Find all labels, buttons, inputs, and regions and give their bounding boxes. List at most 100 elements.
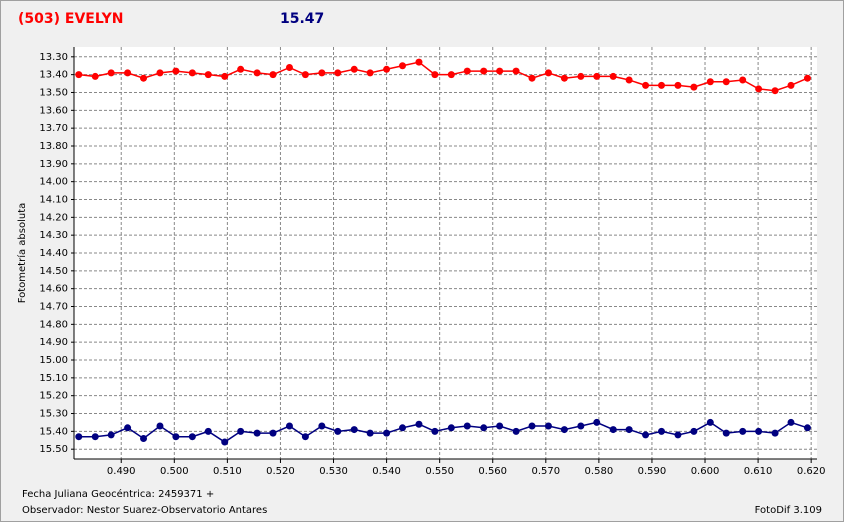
data-point bbox=[771, 429, 779, 437]
chart-title: (503) EVELYN bbox=[18, 11, 123, 27]
data-point bbox=[75, 433, 83, 441]
data-point bbox=[674, 81, 682, 89]
data-point bbox=[318, 422, 326, 430]
data-point bbox=[658, 81, 666, 89]
x-tick-label: 0.570 bbox=[531, 466, 560, 477]
data-point bbox=[544, 69, 552, 77]
data-point bbox=[593, 72, 601, 80]
data-point bbox=[512, 67, 520, 75]
data-point bbox=[577, 422, 585, 430]
y-tick-label: 14.50 bbox=[39, 266, 68, 277]
data-point bbox=[124, 424, 132, 432]
y-tick-label: 15.10 bbox=[39, 373, 68, 384]
data-point bbox=[755, 85, 763, 93]
data-point bbox=[237, 65, 245, 73]
data-point bbox=[496, 422, 504, 430]
data-point bbox=[690, 83, 698, 91]
data-point bbox=[642, 431, 650, 439]
y-tick-label: 14.80 bbox=[39, 319, 68, 330]
y-tick-label: 13.40 bbox=[39, 70, 68, 81]
data-point bbox=[625, 426, 633, 434]
data-point bbox=[156, 69, 164, 77]
y-tick-label: 13.50 bbox=[39, 87, 68, 98]
data-point bbox=[366, 429, 374, 437]
data-point bbox=[75, 71, 83, 79]
y-tick-label: 15.30 bbox=[39, 409, 68, 420]
x-tick-label: 0.520 bbox=[266, 466, 295, 477]
data-point bbox=[124, 69, 132, 77]
data-point bbox=[739, 76, 747, 84]
annotation: 15.47 bbox=[280, 11, 324, 27]
data-point bbox=[383, 65, 391, 73]
x-tick-label: 0.550 bbox=[425, 466, 454, 477]
x-tick-label: 0.540 bbox=[372, 466, 401, 477]
x-tick-label: 0.510 bbox=[213, 466, 242, 477]
data-point bbox=[642, 81, 650, 89]
data-point bbox=[188, 433, 196, 441]
x-tick-label: 0.500 bbox=[160, 466, 189, 477]
data-point bbox=[447, 424, 455, 432]
y-tick-label: 15.00 bbox=[39, 355, 68, 366]
y-tick-label: 14.30 bbox=[39, 230, 68, 241]
y-tick-label: 14.20 bbox=[39, 212, 68, 223]
data-point bbox=[706, 418, 714, 426]
x-tick-label: 0.590 bbox=[638, 466, 667, 477]
data-point bbox=[172, 67, 180, 75]
y-tick-label: 13.70 bbox=[39, 123, 68, 134]
data-point bbox=[415, 58, 423, 66]
data-point bbox=[204, 427, 212, 435]
data-point bbox=[204, 71, 212, 79]
data-point bbox=[755, 427, 763, 435]
data-point bbox=[739, 427, 747, 435]
y-tick-label: 13.60 bbox=[39, 105, 68, 116]
data-point bbox=[318, 69, 326, 77]
x-tick-label: 0.610 bbox=[744, 466, 773, 477]
data-point bbox=[350, 65, 358, 73]
data-point bbox=[253, 69, 261, 77]
data-point bbox=[431, 427, 439, 435]
data-point bbox=[722, 78, 730, 86]
data-point bbox=[560, 426, 568, 434]
data-point bbox=[237, 427, 245, 435]
data-point bbox=[674, 431, 682, 439]
data-point bbox=[221, 72, 229, 80]
data-point bbox=[609, 72, 617, 80]
data-point bbox=[771, 87, 779, 95]
data-point bbox=[415, 420, 423, 428]
data-point bbox=[269, 429, 277, 437]
x-tick-label: 0.560 bbox=[478, 466, 507, 477]
data-point bbox=[593, 418, 601, 426]
series-line bbox=[78, 61, 808, 92]
data-point bbox=[528, 422, 536, 430]
data-point bbox=[528, 74, 536, 82]
data-point bbox=[301, 433, 309, 441]
footer: Observador: Nestor Suarez-Observatorio A… bbox=[22, 505, 267, 516]
data-point bbox=[399, 62, 407, 70]
data-point bbox=[560, 74, 568, 82]
x-tick-label: 0.600 bbox=[691, 466, 720, 477]
data-point bbox=[221, 438, 229, 446]
data-point bbox=[91, 72, 99, 80]
data-point bbox=[512, 427, 520, 435]
data-point bbox=[787, 418, 795, 426]
data-point bbox=[577, 72, 585, 80]
y-tick-label: 15.50 bbox=[39, 444, 68, 455]
data-point bbox=[658, 427, 666, 435]
y-tick-label: 15.40 bbox=[39, 426, 68, 437]
x-tick-label: 0.580 bbox=[585, 466, 614, 477]
y-tick-label: 14.70 bbox=[39, 302, 68, 313]
data-point bbox=[140, 74, 148, 82]
data-point bbox=[690, 427, 698, 435]
data-point bbox=[334, 69, 342, 77]
y-tick-label: 14.00 bbox=[39, 177, 68, 188]
data-point bbox=[107, 69, 115, 77]
footer: FotoDif 3.109 bbox=[755, 505, 822, 516]
y-tick-label: 14.90 bbox=[39, 337, 68, 348]
data-point bbox=[803, 424, 811, 432]
data-point bbox=[253, 429, 261, 437]
series-line bbox=[78, 421, 808, 443]
y-tick-label: 13.80 bbox=[39, 141, 68, 152]
data-point bbox=[463, 422, 471, 430]
data-point bbox=[285, 422, 293, 430]
